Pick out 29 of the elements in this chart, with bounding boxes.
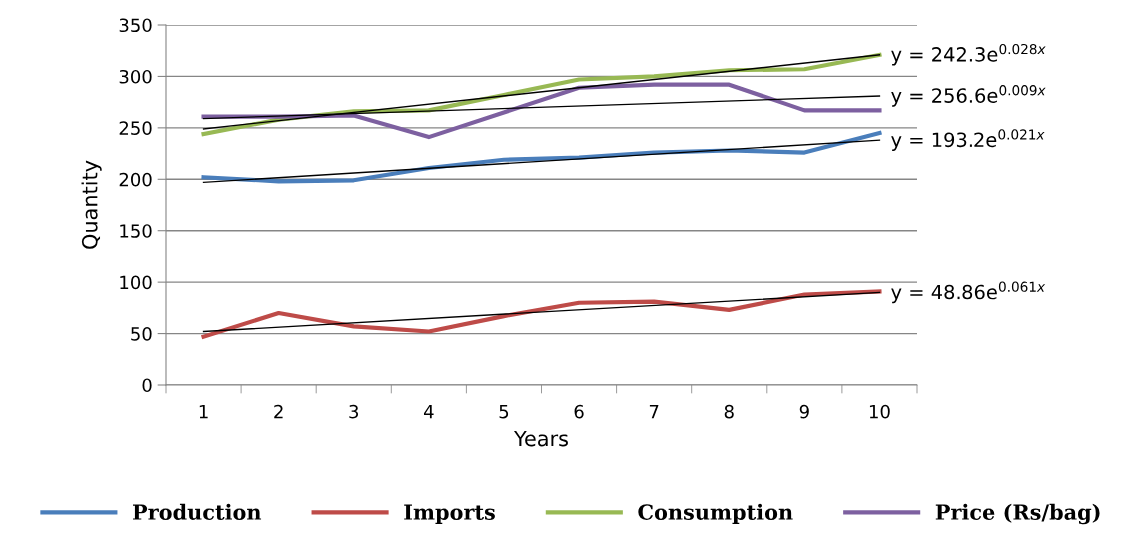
x-tick-label: 9 [799,404,809,419]
legend-label: Consumption [638,503,793,524]
y-tick-label: 0 [142,378,152,393]
annotation: y = 193.2e$^{0.021x}$ [891,129,1045,151]
x-tick-label: 4 [423,405,434,419]
y-tick-label: 150 [120,224,152,238]
x-tick-label: 5 [499,405,509,419]
annotation: y = 242.3e$^{0.028x}$ [891,43,1046,66]
y-tick-label: 250 [119,121,152,135]
x-tick-label: 3 [349,404,359,419]
annotation: y = 48.86e$^{0.061x}$ [891,281,1046,304]
line-series [201,289,882,339]
y-axis-title: Quantity [81,160,102,249]
y-tick-label: 300 [119,69,152,84]
x-tick-label: 8 [724,404,734,419]
x-tick-label: 2 [274,404,283,419]
annotation: y = 256.6e$^{0.009x}$ [891,85,1046,107]
x-tick-label: 1 [199,405,208,419]
x-tick-label: 10 [869,404,890,419]
x-tick-label: 7 [649,405,659,419]
y-tick-label: 350 [119,18,152,33]
legend-label: Imports [404,504,495,524]
legend-label: Production [133,503,262,520]
legend-label: Price (Rs/bag) [935,503,1100,525]
x-tick-label: 6 [574,404,584,419]
y-tick-label: 100 [120,275,152,290]
x-axis-title: Years [513,430,568,447]
y-tick-label: 200 [119,172,152,187]
y-tick-label: 50 [131,327,152,341]
